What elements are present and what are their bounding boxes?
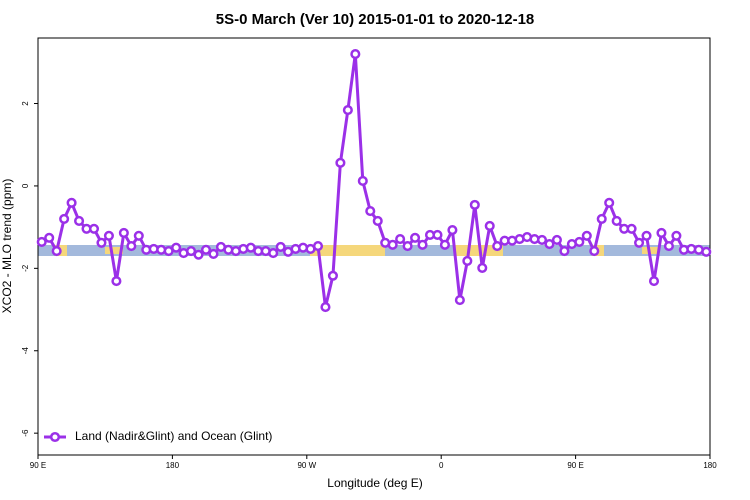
data-point — [626, 223, 637, 234]
data-point — [634, 237, 645, 248]
surface-strip — [38, 245, 710, 256]
data-point — [596, 213, 607, 224]
data-point — [96, 237, 107, 248]
data-point — [342, 105, 353, 116]
data-point — [536, 234, 548, 245]
data-point — [268, 248, 279, 259]
data-point — [327, 270, 338, 281]
data-point — [432, 229, 443, 241]
land-patch — [310, 245, 385, 256]
data-point — [88, 223, 100, 234]
data-point — [559, 245, 570, 257]
y-tick-label: -2 — [21, 264, 30, 272]
data-point — [410, 232, 421, 243]
data-point — [663, 241, 674, 252]
data-point — [641, 230, 652, 241]
y-axis-label: XCO2 - MLO trend (ppm) — [0, 179, 14, 314]
data-point — [365, 206, 376, 217]
legend-marker — [49, 431, 61, 443]
data-point — [544, 238, 555, 250]
x-tick-label: 180 — [703, 461, 717, 470]
y-tick-label: 0 — [21, 183, 30, 188]
y-tick-label: 2 — [21, 101, 30, 106]
x-axis-label: Longitude (deg E) — [327, 476, 422, 490]
data-point — [111, 276, 122, 287]
data-point — [574, 236, 585, 248]
data-point — [447, 224, 458, 236]
data-point — [133, 230, 144, 241]
data-point — [417, 239, 428, 250]
data-point — [372, 215, 383, 227]
x-tick-label: 90 W — [297, 461, 316, 470]
x-tick-label: 90 E — [30, 461, 46, 470]
data-point — [275, 241, 286, 252]
data-point — [477, 262, 488, 273]
data-point — [357, 175, 368, 187]
land-patch — [105, 247, 123, 254]
plot-frame — [37, 37, 711, 456]
data-point — [589, 245, 600, 257]
data-point — [492, 241, 503, 252]
data-point — [103, 230, 114, 241]
data-point — [462, 255, 473, 266]
data-point — [469, 199, 480, 210]
data-point — [335, 157, 346, 168]
data-point — [66, 197, 77, 208]
chart-title: 5S-0 March (Ver 10) 2015-01-01 to 2020-1… — [216, 11, 535, 28]
data-point — [171, 242, 182, 253]
data-point — [350, 49, 361, 60]
data-point — [439, 239, 450, 250]
data-point — [126, 241, 137, 252]
land-patch — [642, 247, 660, 254]
data-point — [551, 234, 562, 245]
data-point — [484, 220, 495, 231]
y-tick-label: -6 — [21, 429, 30, 437]
data-point — [320, 302, 331, 313]
data-point — [581, 230, 592, 241]
legend-label: Land (Nadir&Glint) and Ocean (Glint) — [75, 429, 272, 443]
data-point — [648, 276, 660, 287]
data-point — [36, 236, 47, 248]
x-tick-label: 90 E — [567, 461, 583, 470]
y-tick-label: -4 — [21, 347, 30, 355]
x-tick-label: 180 — [166, 461, 180, 470]
data-point — [51, 245, 62, 257]
data-point — [701, 246, 712, 257]
x-tick-label: 0 — [439, 461, 444, 470]
data-point — [395, 234, 406, 245]
data-point — [402, 241, 413, 252]
data-point — [186, 245, 197, 257]
data-point — [208, 248, 219, 259]
data-point — [604, 197, 615, 208]
data-point — [44, 232, 55, 243]
series-line — [41, 52, 707, 309]
data-point — [656, 227, 667, 238]
data-point — [59, 213, 70, 224]
data-point — [118, 227, 129, 238]
data-point — [193, 249, 204, 260]
data-point — [387, 239, 398, 250]
data-point — [611, 215, 622, 227]
data-point — [671, 230, 682, 241]
data-point — [74, 215, 85, 227]
data-point — [454, 295, 465, 306]
data-point — [312, 241, 324, 252]
data-point — [200, 244, 212, 255]
